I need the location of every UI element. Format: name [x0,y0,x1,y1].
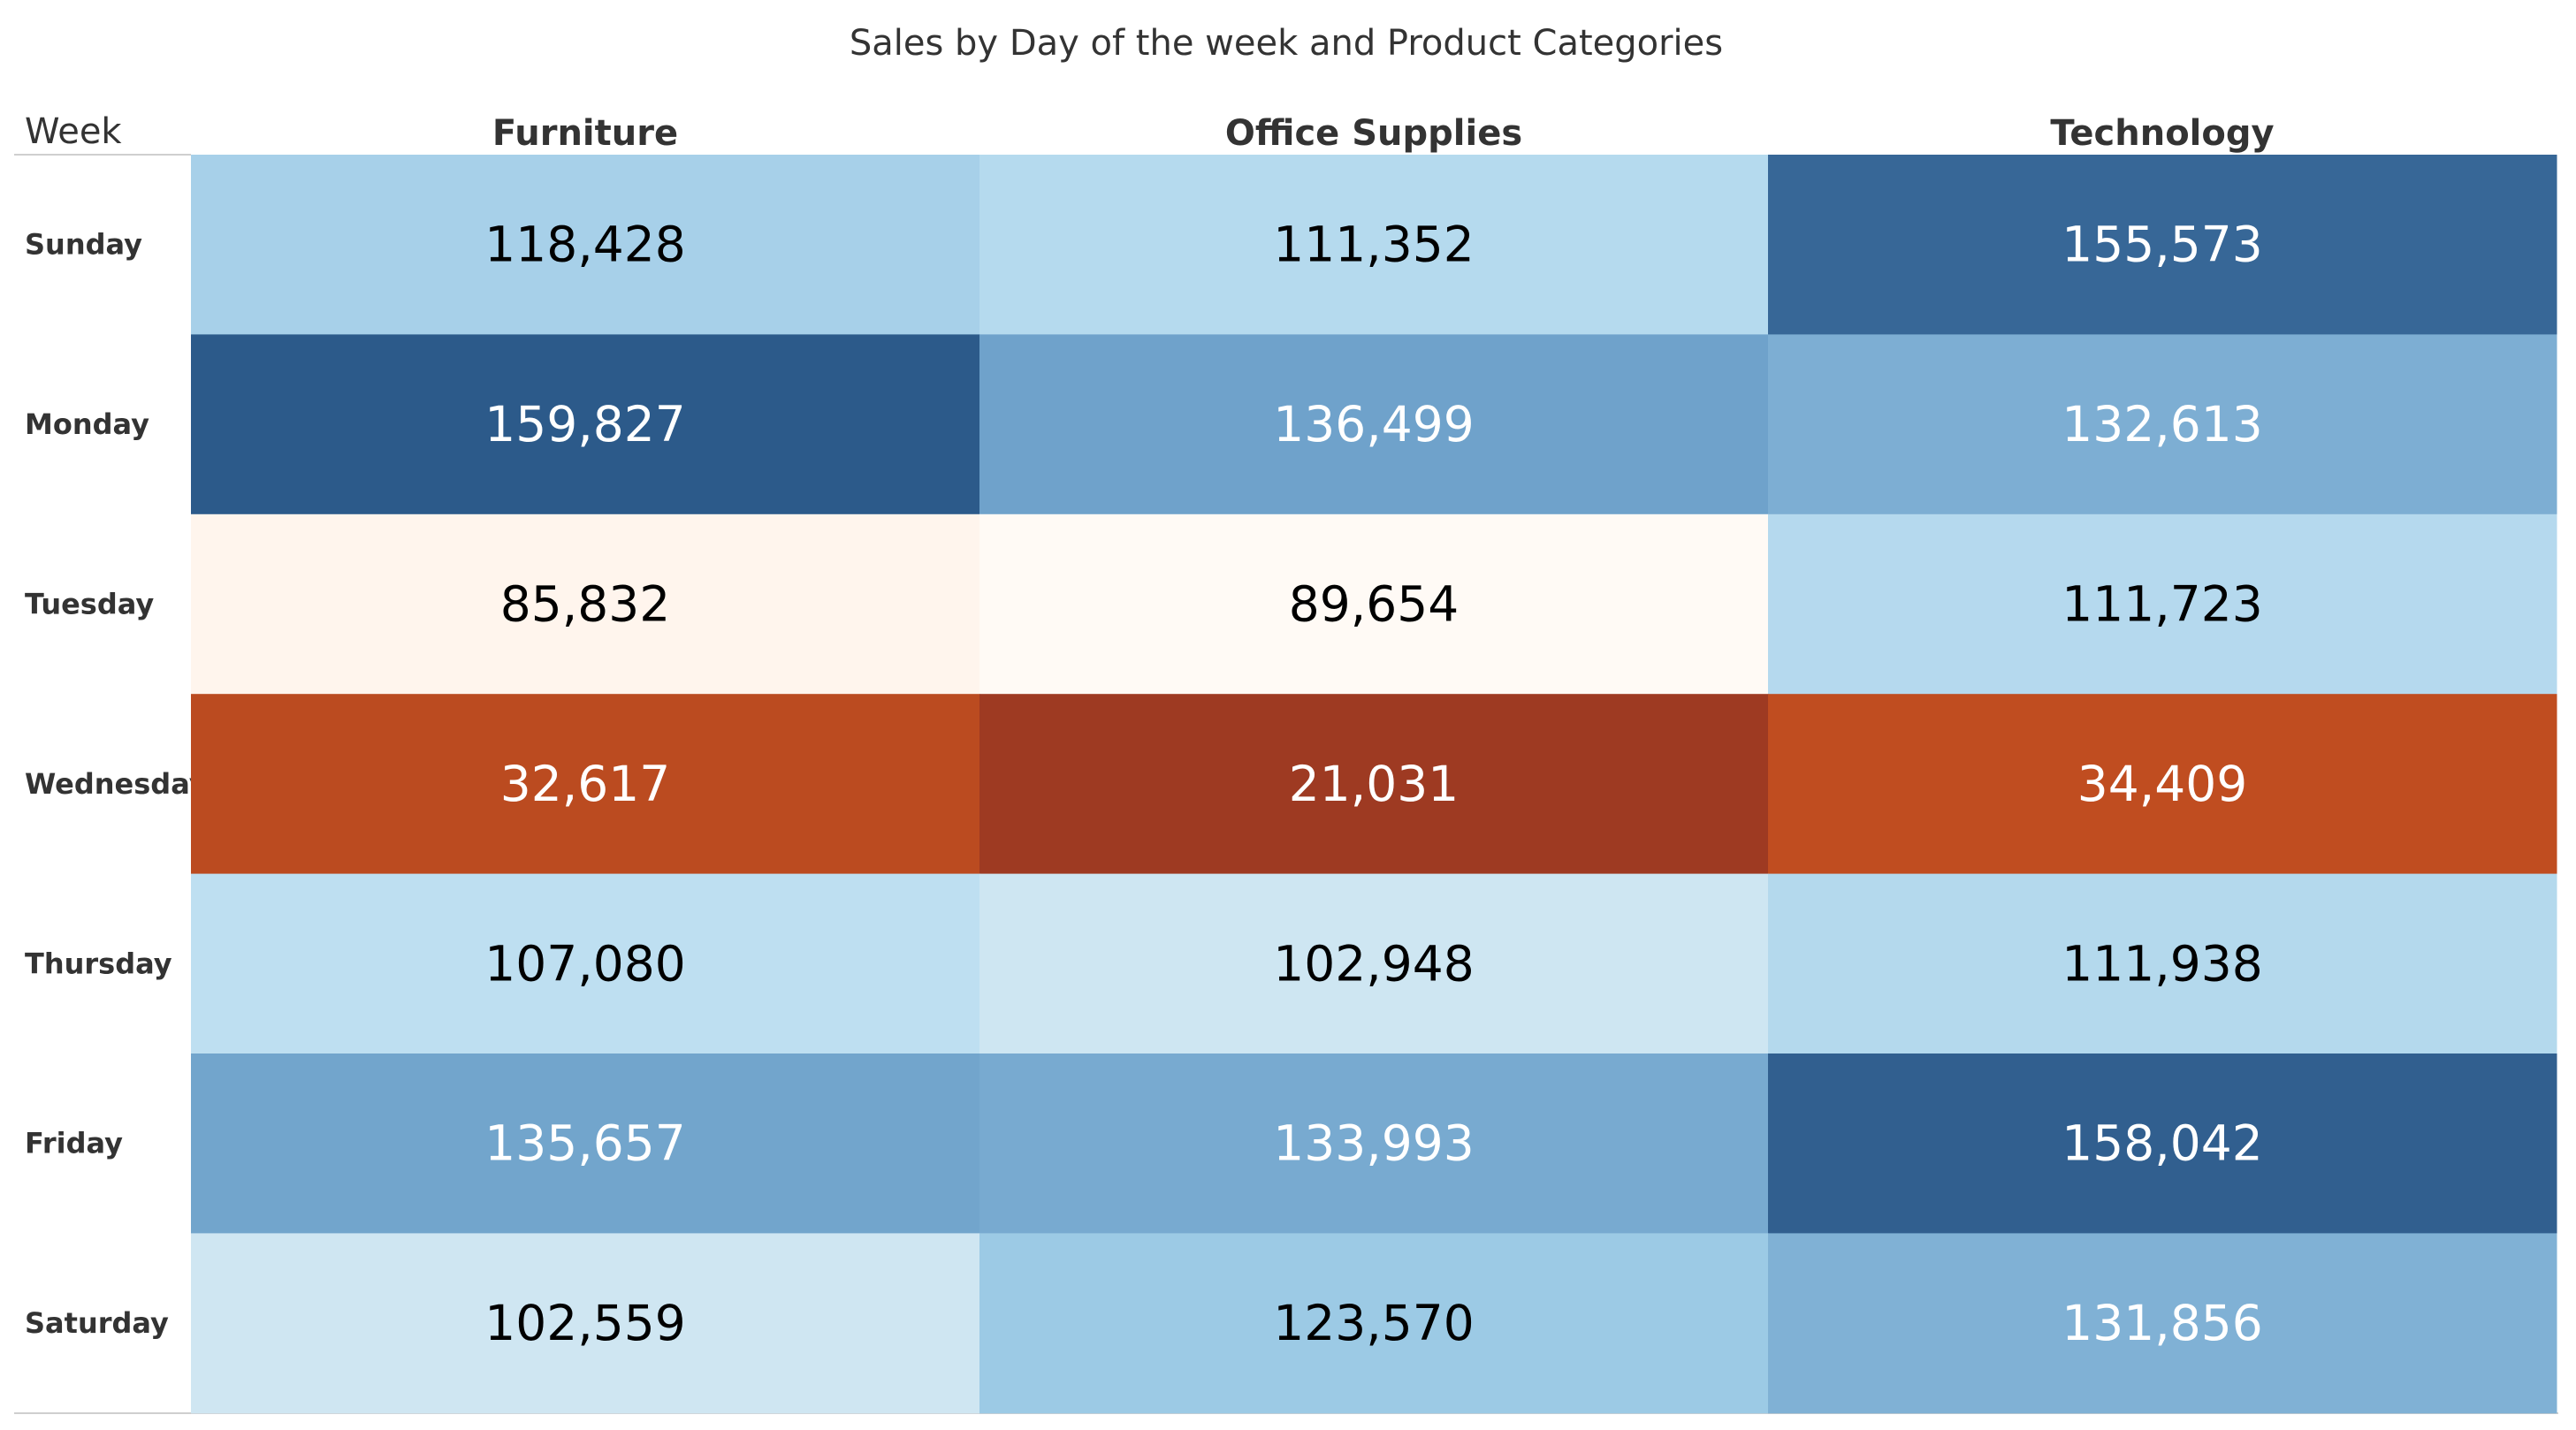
heatmap-cell [979,873,1769,1054]
cell-value-label: 21,031 [1289,756,1459,812]
column-header-technology: Technology [2050,113,2274,154]
heatmap-cell [1768,1233,2557,1414]
cell-value-label: 111,723 [2062,576,2262,633]
heatmap-cell [1768,694,2557,875]
heatmap-cell [1768,334,2557,515]
heatmap-cells: 118,428 111,352 155,573 159,827 136,499 132,6… [191,155,2557,1414]
cell-value-label: 159,827 [484,396,685,453]
chart-title: Sales by Day of the week and Product Cat… [850,23,1723,64]
cell-value-label: 131,856 [2062,1295,2262,1351]
cell-value-label: 111,352 [1273,217,1474,273]
cell-value-label: 158,042 [2062,1115,2262,1172]
row-label-wednesday: Wednesday [25,767,208,801]
row-labels: Sunday Monday Tuesday Wednesday Thursday Frid… [25,228,208,1340]
cell-value-label: 89,654 [1289,576,1459,633]
cell-value-label: 136,499 [1273,396,1474,453]
heatmap-cell [191,873,980,1054]
row-label-saturday: Saturday [25,1306,169,1340]
row-header-week: Week [25,111,122,152]
cell-value-label: 132,613 [2062,396,2262,453]
column-header-furniture: Furniture [492,113,678,154]
heatmap-cell [1768,155,2557,335]
cell-value-label: 102,948 [1273,935,1474,992]
heatmap-cell [191,513,980,695]
cell-value-label: 135,657 [484,1115,685,1172]
cell-value-label: 118,428 [484,217,685,273]
heatmap-cell [979,1053,1769,1234]
cell-value-label: 85,832 [500,576,670,633]
heatmap-cell [191,155,980,335]
heatmap-cell [979,1233,1769,1414]
row-label-friday: Friday [25,1127,123,1160]
row-label-thursday: Thursday [25,947,172,980]
row-label-tuesday: Tuesday [25,588,154,621]
heatmap-cell [979,155,1769,335]
cell-value-label: 107,080 [484,935,685,992]
heatmap-cell [191,1233,980,1414]
row-label-sunday: Sunday [25,228,142,262]
heatmap-cell [979,513,1769,695]
heatmap-cell [1768,1053,2557,1234]
heatmap-cell [1768,873,2557,1054]
cell-value-label: 32,617 [500,756,670,812]
column-header-office-supplies: Office Supplies [1225,113,1522,154]
cell-value-label: 111,938 [2062,935,2262,992]
cell-value-label: 123,570 [1273,1295,1474,1351]
heatmap-cell [191,694,980,875]
cell-value-label: 34,409 [2077,756,2247,812]
row-label-monday: Monday [25,407,149,441]
heatmap-cell [191,1053,980,1234]
heatmap-cell [1768,513,2557,695]
cell-value-label: 133,993 [1273,1115,1474,1172]
heatmap-cell [979,334,1769,515]
cell-value-label: 155,573 [2062,217,2262,273]
heatmap-cell [191,334,980,515]
heatmap-cell [979,694,1769,875]
cell-value-label: 102,559 [484,1295,685,1351]
